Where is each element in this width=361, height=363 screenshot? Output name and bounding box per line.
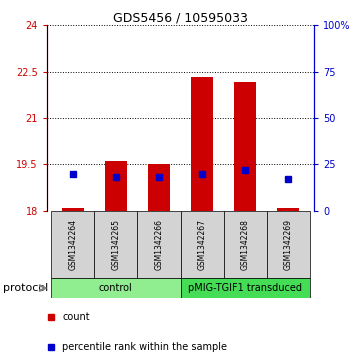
Text: GSM1342265: GSM1342265	[112, 219, 120, 270]
Bar	[234, 82, 256, 211]
Text: percentile rank within the sample: percentile rank within the sample	[62, 342, 227, 352]
Bar	[278, 208, 299, 211]
Bar	[267, 211, 310, 278]
Bar	[51, 211, 94, 278]
Text: GSM1342267: GSM1342267	[197, 219, 206, 270]
Text: GSM1342269: GSM1342269	[284, 219, 293, 270]
Bar	[223, 211, 267, 278]
Bar	[51, 278, 180, 298]
Text: GSM1342268: GSM1342268	[241, 219, 249, 270]
Text: pMIG-TGIF1 transduced: pMIG-TGIF1 transduced	[188, 283, 302, 293]
Bar	[180, 278, 310, 298]
Bar	[105, 160, 127, 211]
Bar	[62, 208, 83, 211]
Text: GSM1342266: GSM1342266	[155, 219, 164, 270]
Text: GSM1342264: GSM1342264	[68, 219, 77, 270]
Text: protocol: protocol	[3, 283, 48, 293]
Bar	[191, 77, 213, 211]
Text: control: control	[99, 283, 133, 293]
Bar	[180, 211, 223, 278]
Title: GDS5456 / 10595033: GDS5456 / 10595033	[113, 11, 248, 24]
Bar	[94, 211, 138, 278]
Text: count: count	[62, 312, 90, 322]
Bar	[148, 164, 170, 211]
Bar	[138, 211, 180, 278]
